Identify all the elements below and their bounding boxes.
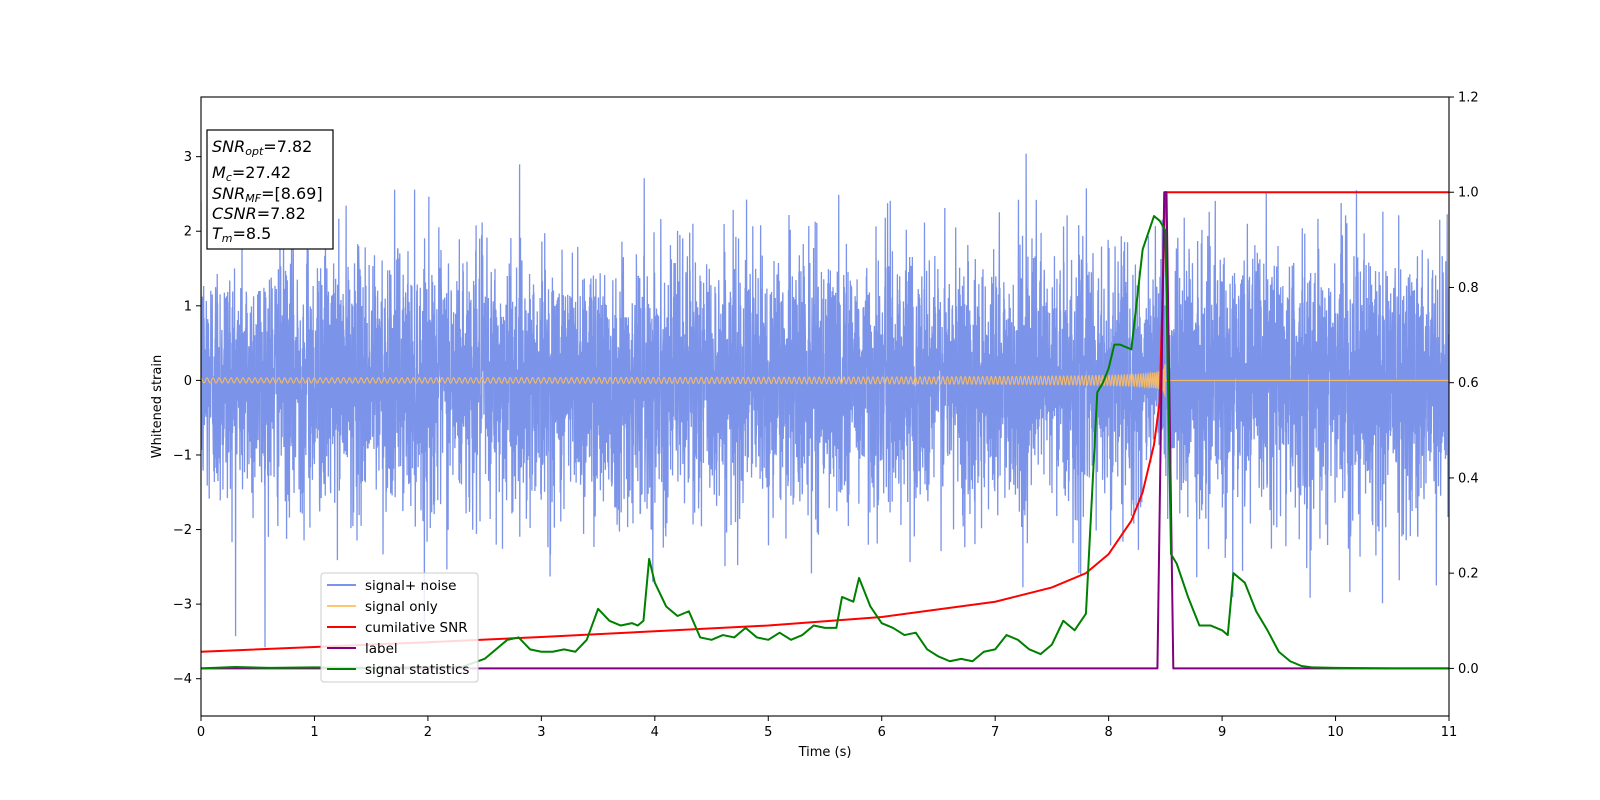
info-snr-mf: SNRMF=[8.69] [212, 184, 323, 205]
x-tick-label: 5 [764, 725, 772, 740]
info-csnr: CSNR=7.82 [212, 204, 306, 223]
y-right-tick-label: 0.8 [1458, 281, 1479, 296]
y-left-tick-label: −2 [173, 523, 192, 538]
y-right-tick-label: 0.2 [1458, 567, 1479, 582]
x-tick-label: 3 [537, 725, 545, 740]
series-signal-statistics-line [201, 215, 1449, 670]
plot-area [201, 153, 1449, 670]
legend-item-cumulative-snr: cumilative SNR [327, 620, 468, 636]
info-mc: Mc=27.42 [212, 163, 291, 184]
series-label-line [201, 191, 1449, 670]
series-signal-only-line [201, 364, 1449, 397]
axes: 0 1 2 3 4 5 6 7 8 9 10 11 −4 −3 −2 −1 0 1 2 3 0.0 0.2 0.4 0.6 0.… [173, 91, 1479, 741]
legend-item-signal-statistics: signal statistics [327, 662, 469, 678]
x-tick-label: 11 [1441, 725, 1458, 740]
legend-label: signal statistics [365, 662, 469, 678]
y-left-tick-label: −1 [173, 448, 192, 463]
y-right-tick-label: 1.2 [1458, 91, 1479, 106]
x-tick-label: 9 [1218, 725, 1226, 740]
y-right-tick-label: 0.6 [1458, 376, 1479, 391]
x-tick-label: 6 [878, 725, 886, 740]
x-tick-label: 7 [991, 725, 999, 740]
y-right-tick-label: 1.0 [1458, 186, 1479, 201]
x-axis-label: Time (s) [798, 745, 852, 760]
legend-label: label [365, 641, 398, 657]
x-tick-label: 1 [310, 725, 318, 740]
x-tick-label: 4 [651, 725, 659, 740]
y-right-tick-label: 0.4 [1458, 471, 1479, 486]
legend: signal+ noise signal only cumilative SNR… [320, 572, 479, 683]
axes-frame [200, 96, 1450, 717]
x-tick-label: 10 [1327, 725, 1344, 740]
y-left-tick-label: 3 [184, 150, 192, 165]
x-tick-label: 8 [1104, 725, 1112, 740]
y-left-tick-label: −4 [173, 672, 192, 687]
y-left-tick-label: 1 [184, 299, 192, 314]
legend-item-signal-noise: signal+ noise [327, 578, 456, 594]
info-box-frame [206, 129, 334, 250]
y-left-tick-label: 2 [184, 225, 192, 240]
y-left-tick-label: −3 [173, 598, 192, 613]
legend-label: cumilative SNR [365, 620, 468, 636]
legend-item-signal-only: signal only [327, 599, 438, 615]
y-left-tick-label: 0 [184, 374, 192, 389]
info-tm: Tm=8.5 [212, 224, 271, 245]
legend-label: signal only [365, 599, 438, 615]
y-right-tick-label: 0.0 [1458, 662, 1479, 677]
legend-label: signal+ noise [365, 578, 456, 594]
info-snr-opt: SNRopt=7.82 [212, 137, 312, 158]
y-axis-label: Whitened strain [150, 355, 165, 458]
x-tick-label: 0 [197, 725, 205, 740]
info-box: SNRopt=7.82 Mc=27.42 SNRMF=[8.69] CSNR=7… [206, 129, 334, 250]
x-tick-label: 2 [424, 725, 432, 740]
legend-frame [320, 572, 479, 683]
legend-item-label: label [327, 641, 398, 657]
